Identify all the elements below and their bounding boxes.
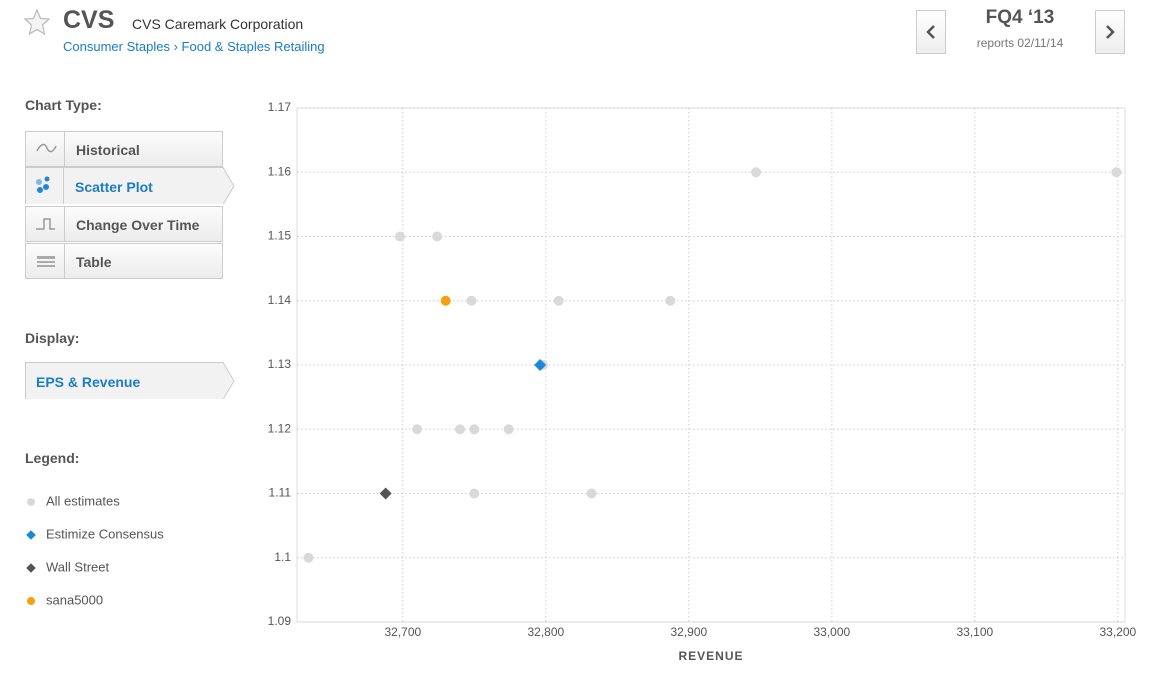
y-tick-label: 1.11 [269, 486, 292, 500]
next-button[interactable] [1095, 10, 1125, 54]
display-button[interactable]: EPS & Revenue [25, 362, 235, 399]
scatter-point [303, 552, 314, 563]
star-icon[interactable] [23, 8, 51, 36]
legend-label: sana5000 [46, 592, 103, 607]
x-tick-label: 32,700 [384, 625, 421, 639]
scatter-point [379, 487, 392, 500]
company-name: CVS Caremark Corporation [132, 16, 304, 32]
scatter-point [665, 295, 676, 306]
quarter: FQ4 ‘13 [985, 7, 1055, 28]
scatter-point [534, 359, 547, 371]
x-tick-label: 33,100 [956, 625, 993, 639]
breadcrumb-link[interactable]: Food & Staples Retailing [181, 39, 325, 54]
chart-type-button[interactable]: Scatter Plot [25, 167, 235, 204]
scatter-point [394, 231, 405, 242]
y-tick-label: 1.12 [268, 421, 292, 435]
x-axis-label: REVENUE [678, 649, 743, 663]
report-date: reports 02/11/14 [976, 36, 1064, 50]
chart-type-button[interactable]: Historical [25, 131, 223, 167]
scatter-point [586, 488, 597, 499]
scatter-point [751, 167, 762, 178]
legend-label: Wall Street [46, 559, 109, 574]
legend-marker [27, 597, 35, 605]
legend-marker [27, 498, 35, 506]
legend-marker [26, 563, 36, 573]
legend-label: All estimates [46, 493, 120, 508]
y-tick-label: 1.1 [274, 550, 291, 564]
scatter-point [412, 424, 423, 435]
scatter-point [469, 424, 480, 435]
breadcrumb-link[interactable]: Consumer Staples [63, 39, 170, 54]
scatter-point [503, 424, 514, 435]
y-tick-label: 1.17 [268, 100, 292, 114]
scatter-point [1111, 167, 1122, 178]
plot-area [296, 107, 1126, 623]
x-tick-label: 32,800 [527, 625, 564, 639]
section-label: Display: [25, 330, 80, 346]
y-tick-label: 1.15 [268, 229, 292, 243]
chart-type-button[interactable]: Table [25, 243, 223, 279]
button-label: EPS & Revenue [36, 374, 141, 390]
button-label: Scatter Plot [75, 179, 153, 195]
legend-label: Estimize Consensus [46, 526, 164, 541]
y-tick-label: 1.16 [268, 164, 292, 178]
scatter-point [432, 231, 443, 242]
section-label: Legend: [25, 450, 80, 466]
button-label: Change Over Time [76, 217, 200, 233]
button-label: Historical [76, 142, 140, 158]
y-tick-label: 1.13 [268, 357, 292, 371]
y-tick-label: 1.14 [268, 293, 292, 307]
prev-button[interactable] [916, 10, 946, 54]
y-tick-label: 1.09 [268, 614, 292, 628]
x-tick-label: 33,000 [813, 625, 850, 639]
section-label: Chart Type: [25, 97, 102, 113]
x-tick-label: 33,200 [1099, 625, 1136, 639]
scatter-point [469, 488, 480, 499]
scatter-point [455, 424, 466, 435]
scatter-point [440, 295, 451, 306]
scatter-point [553, 295, 564, 306]
ticker: CVS [63, 6, 115, 34]
breadcrumb-separator: › [173, 39, 178, 54]
breadcrumb: Consumer Staples › Food & Staples Retail… [63, 39, 325, 54]
chart-type-button[interactable]: Change Over Time [25, 206, 223, 242]
x-tick-label: 32,900 [670, 625, 707, 639]
scatter-point [466, 295, 477, 306]
button-label: Table [76, 254, 112, 270]
legend-marker [26, 530, 36, 540]
